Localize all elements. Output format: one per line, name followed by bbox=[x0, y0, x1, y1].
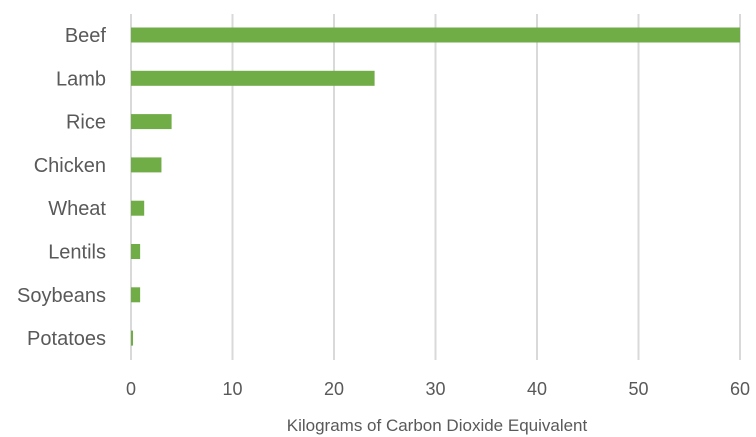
x-tick-label-0: 0 bbox=[126, 379, 136, 399]
x-tick-label-10: 10 bbox=[222, 379, 242, 399]
category-label-lentils: Lentils bbox=[48, 242, 106, 264]
category-label-lamb: Lamb bbox=[56, 68, 106, 90]
category-label-rice: Rice bbox=[66, 112, 106, 134]
category-label-soybeans: Soybeans bbox=[17, 285, 106, 307]
bar-chicken bbox=[131, 157, 162, 173]
bar-wheat bbox=[131, 200, 145, 216]
category-label-chicken: Chicken bbox=[34, 155, 106, 177]
x-tick-label-60: 60 bbox=[730, 379, 750, 399]
category-label-potatoes: Potatoes bbox=[27, 328, 106, 350]
category-label-wheat: Wheat bbox=[48, 198, 106, 220]
bars bbox=[131, 27, 740, 346]
x-tick-labels: 0 10 20 30 40 50 60 bbox=[126, 379, 750, 399]
gridlines bbox=[130, 14, 741, 360]
bar-potatoes bbox=[131, 330, 134, 346]
bar-beef bbox=[131, 27, 740, 43]
x-axis-title: Kilograms of Carbon Dioxide Equivalent bbox=[287, 416, 588, 435]
category-labels: Beef Lamb Rice Chicken Wheat Lentils Soybeans P… bbox=[17, 25, 106, 350]
bar-rice bbox=[131, 114, 172, 130]
x-tick-label-30: 30 bbox=[425, 379, 445, 399]
bar-lentils bbox=[131, 244, 141, 259]
bar-soybeans bbox=[131, 287, 141, 303]
category-label-beef: Beef bbox=[65, 25, 107, 47]
x-tick-label-20: 20 bbox=[324, 379, 344, 399]
x-tick-label-50: 50 bbox=[628, 379, 648, 399]
x-tick-label-40: 40 bbox=[527, 379, 547, 399]
bar-lamb bbox=[131, 70, 375, 86]
